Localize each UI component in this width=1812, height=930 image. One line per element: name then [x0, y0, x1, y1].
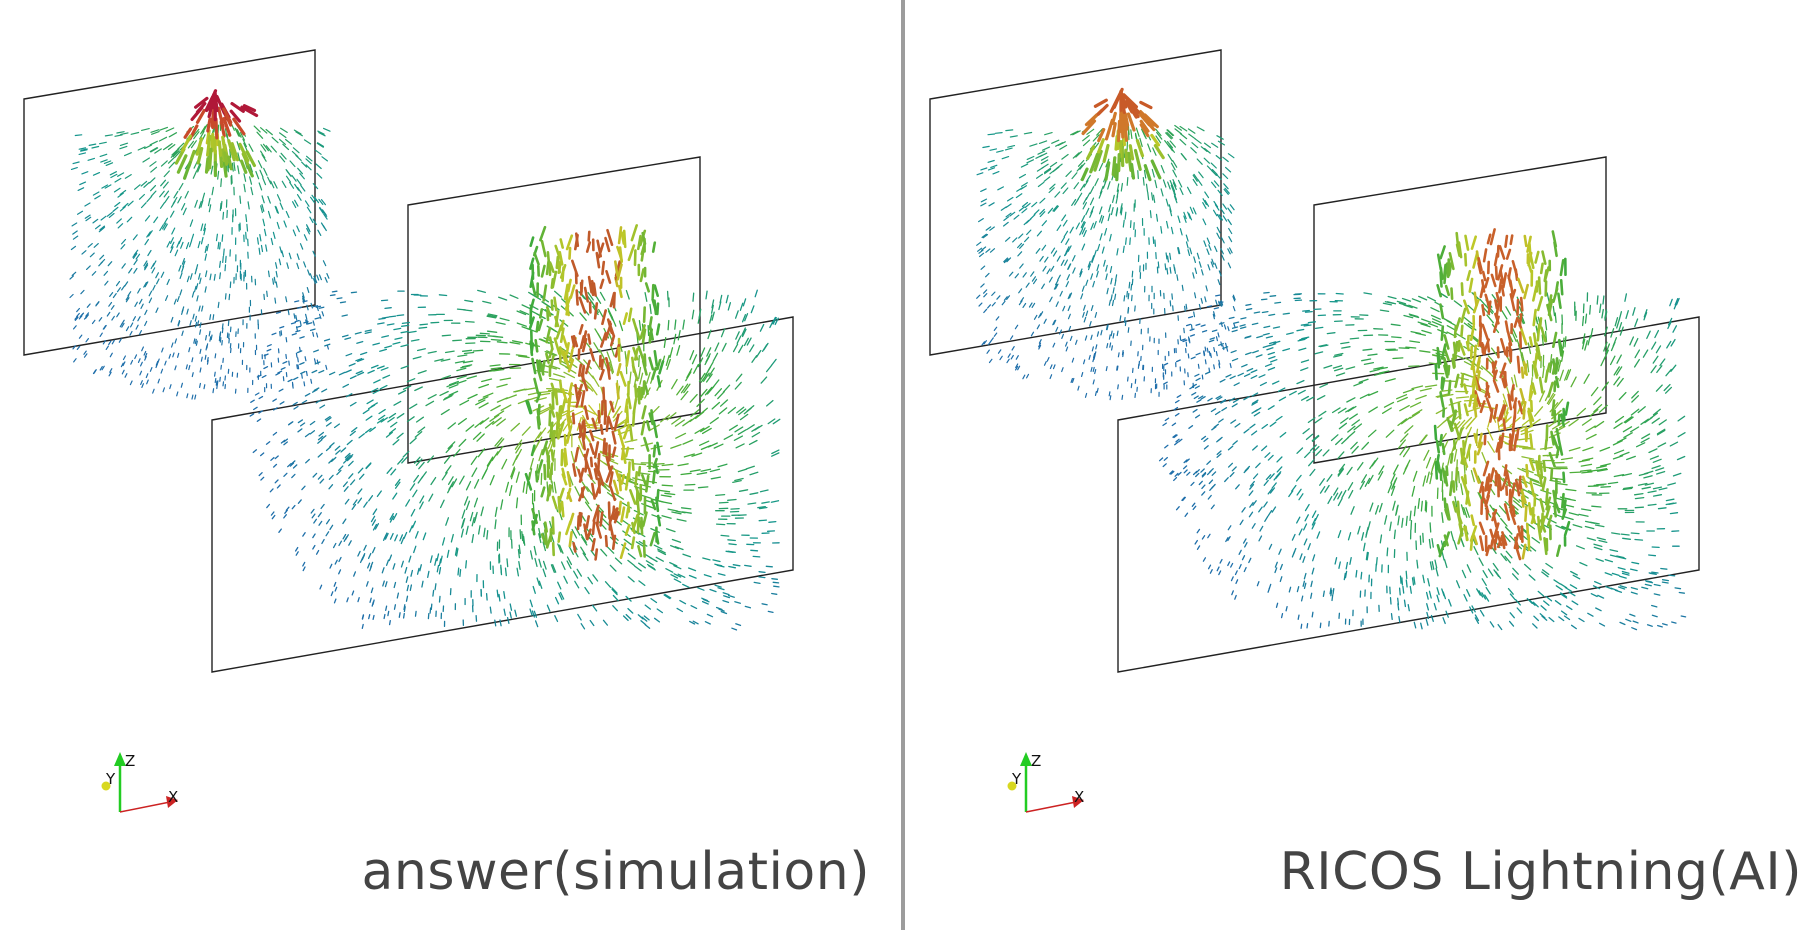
- slice-plane-lower-right: [1117, 316, 1700, 673]
- axis-label-z: Z: [1031, 752, 1041, 770]
- arrow-cloud-sweep-right: [1158, 291, 1687, 631]
- panel-caption-left: answer(simulation): [361, 842, 870, 902]
- slice-plane-middle: [407, 156, 701, 464]
- axis-label-z: Z: [125, 752, 135, 770]
- axes-triad-left: Z Y X: [101, 752, 178, 813]
- axes-triad-right: Z Y X: [1007, 752, 1084, 813]
- vector-field-viewport-right: Z Y X: [929, 49, 1700, 813]
- arrow-pillar-right: [1433, 228, 1571, 561]
- right-panel-ai: Z Y X RICOS Lightning(AI): [912, 0, 1812, 930]
- slice-plane-upper-left: [23, 49, 316, 356]
- axis-label-x: X: [168, 788, 178, 806]
- arrow-source-cone-left: [174, 89, 259, 180]
- left-panel-simulation: Z Y X answer(simulation): [0, 0, 900, 930]
- arrow-source-cone-right: [1080, 87, 1165, 182]
- arrow-pillar-left: [524, 224, 665, 561]
- axis-label-y: Y: [105, 770, 116, 788]
- arrow-cloud-source-right: [976, 124, 1236, 401]
- panel-divider: [901, 0, 905, 930]
- axis-label-y: Y: [1011, 770, 1022, 788]
- panel-caption-right: RICOS Lightning(AI): [1279, 842, 1802, 902]
- arrow-cloud-source-left: [69, 120, 331, 400]
- axis-label-x: X: [1074, 788, 1084, 806]
- vector-field-viewport-left: Z Y X: [23, 49, 794, 813]
- slice-plane-middle: [1313, 156, 1607, 464]
